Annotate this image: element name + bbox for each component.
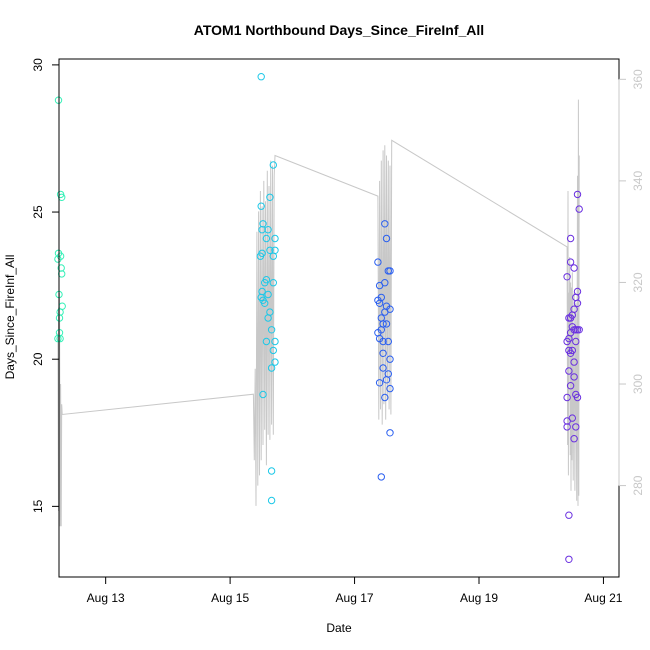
x-tick-label: Aug 19 [460,591,498,605]
data-point [264,226,272,234]
y2-tick-label: 280 [631,475,645,495]
scatter-points [54,73,583,563]
data-point [570,373,578,381]
y-axis-right: 280 300 320 340 360 [618,69,645,496]
data-point [381,393,389,402]
data-point [566,382,575,390]
y2-tick-label: 340 [631,171,645,191]
y-axis-label: Days_Since_FireInf_All [3,255,17,380]
data-point [271,358,279,366]
data-point [257,202,265,210]
data-point [386,384,394,393]
data-point [259,390,267,399]
data-point [258,287,266,296]
data-point [568,414,576,422]
y-axis-left: 15 20 25 30 [31,58,59,513]
data-point [379,337,387,346]
x-tick-label: Aug 13 [87,591,125,605]
data-point [264,290,272,299]
data-point [379,320,387,328]
data-point [386,267,394,275]
y-tick-label: 15 [31,499,45,513]
data-point [266,308,274,316]
data-point [266,246,274,255]
data-point [575,205,583,213]
x-axis-label: Date [326,621,352,635]
x-tick-label: Aug 17 [336,591,374,605]
data-point [267,467,276,475]
data-point [382,234,391,243]
y-tick-label: 25 [31,205,45,219]
data-point [572,423,580,431]
data-point [573,393,582,402]
data-point [262,337,271,346]
data-point [563,273,571,281]
data-point [570,264,578,272]
data-point [573,190,582,199]
x-axis: Aug 13 Aug 15 Aug 17 Aug 19 Aug 21 [87,577,623,605]
data-point [566,234,575,243]
y2-tick-label: 320 [631,272,645,292]
data-point [570,305,578,313]
data-point [570,435,578,443]
data-point [262,276,271,284]
y-tick-label: 20 [31,352,45,366]
data-point [262,234,271,243]
data-point [377,293,385,302]
data-point [565,367,573,375]
data-point [566,258,575,266]
y2-tick-label: 300 [631,374,645,394]
data-point [575,326,583,334]
data-point [565,555,573,563]
data-point [56,252,65,260]
data-point [386,429,394,437]
data-point [570,358,578,366]
data-point [271,246,279,255]
data-point [386,305,394,313]
data-point [563,423,571,431]
data-point [374,258,382,266]
y2-tick-label: 360 [631,69,645,89]
data-point [261,299,269,307]
data-point [257,73,265,81]
data-point [379,349,387,357]
data-point [267,364,276,372]
data-point [384,337,392,346]
data-point [271,234,279,243]
data-point [381,279,389,287]
data-point [267,496,276,505]
data-point [56,334,64,343]
data-point [377,473,385,481]
data-point [384,370,392,378]
x-tick-label: Aug 21 [584,591,622,605]
data-point [259,220,267,228]
data-point [269,161,277,169]
data-point [267,326,276,334]
x-tick-label: Aug 15 [211,591,249,605]
data-point [568,346,576,355]
data-point [563,393,571,402]
y-tick-label: 30 [31,58,45,72]
data-point [266,193,274,202]
data-point [269,346,277,355]
data-point [271,337,279,346]
data-point [386,355,394,363]
data-point [572,337,580,346]
data-point [258,249,266,258]
data-point [379,364,387,372]
data-point [573,299,582,307]
data-point [375,379,384,387]
data-point [269,279,277,287]
data-point [573,287,582,296]
chart-title: ATOM1 Northbound Days_Since_FireInf_All [194,22,484,38]
data-point [381,220,389,228]
data-point [382,320,391,328]
data-point [565,511,573,519]
